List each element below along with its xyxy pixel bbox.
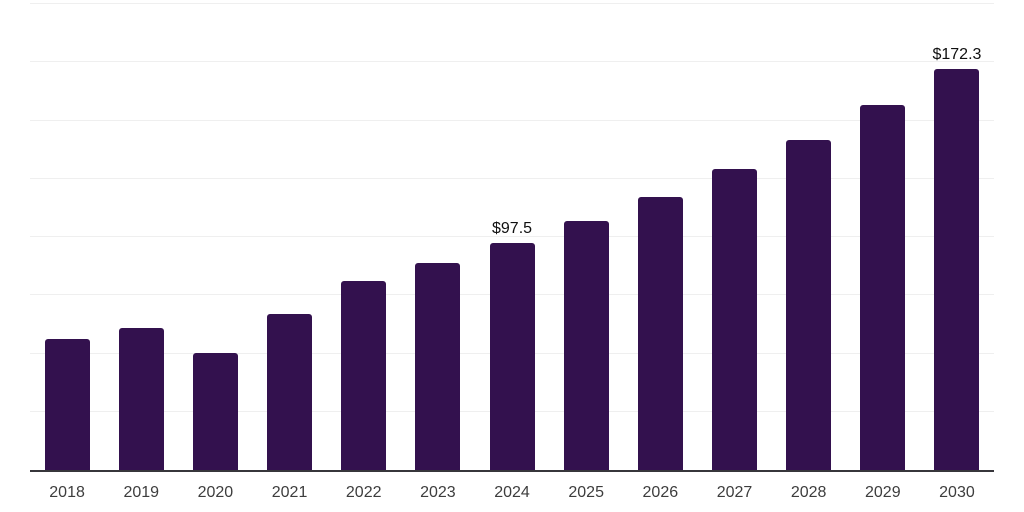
- bar-2028: [786, 139, 832, 470]
- data-label-2030: $172.3: [932, 45, 982, 63]
- bar-band-2028: [772, 4, 846, 470]
- x-tick-label-2025: 2025: [568, 484, 604, 501]
- gridline: [30, 177, 994, 179]
- bar-2026: [637, 197, 683, 470]
- bar-band-2025: [549, 4, 623, 470]
- x-axis-labels: 2018 2019 2020 2021 2022 2023 2024 2025 2026 2027…: [30, 483, 994, 502]
- gridline: [30, 3, 994, 4]
- bar-band-2030: $172.3: [920, 4, 994, 470]
- bar-band-2023: [401, 4, 475, 470]
- x-tick-label-2021: 2021: [271, 484, 308, 501]
- x-tick-label-2018: 2018: [49, 484, 85, 501]
- bar-2029: [860, 104, 906, 470]
- bar-2027: [711, 169, 757, 470]
- bar-2030: $172.3: [932, 46, 981, 470]
- x-tick-label-2028: 2028: [790, 484, 827, 501]
- bar-band-2019: [104, 4, 178, 470]
- bar-band-2029: [846, 4, 920, 470]
- bar-2023: [415, 263, 461, 470]
- bar-2022: [341, 281, 387, 470]
- x-tick-label-2019: 2019: [123, 484, 160, 501]
- x-tick-label-2022: 2022: [345, 484, 382, 501]
- x-tick-label-2027: 2027: [716, 484, 753, 501]
- x-tick-label-2020: 2020: [197, 484, 234, 501]
- bar-band-2022: [327, 4, 401, 470]
- bar-band-2018: [30, 4, 104, 470]
- x-axis-line: [30, 470, 994, 472]
- bar-2021: [267, 314, 313, 470]
- data-label-2024: $97.5: [491, 219, 533, 237]
- bar-band-2027: [697, 4, 771, 470]
- x-tick-label-2026: 2026: [642, 484, 679, 501]
- x-tick-label-2029: 2029: [865, 484, 901, 501]
- bar-band-2021: [252, 4, 326, 470]
- x-tick-label-2023: 2023: [420, 484, 456, 501]
- plot-area: $97.5 $172.3: [30, 3, 994, 472]
- gridline: [30, 61, 994, 63]
- bar-2025: [563, 221, 609, 470]
- gridline: [30, 236, 994, 237]
- bar-2024: $97.5: [489, 220, 535, 470]
- bar-band-2026: [623, 4, 697, 470]
- bar-band-2024: $97.5: [475, 4, 549, 470]
- bar-2020: [192, 352, 238, 470]
- x-tick-label-2024: 2024: [494, 484, 530, 501]
- bar-band-2020: [178, 4, 252, 470]
- bars-layer: $97.5 $172.3: [30, 4, 994, 470]
- bar-2019: [118, 328, 164, 470]
- bar-2018: [44, 339, 90, 470]
- x-tick-label-2030: 2030: [939, 484, 975, 501]
- gridline: [30, 119, 994, 121]
